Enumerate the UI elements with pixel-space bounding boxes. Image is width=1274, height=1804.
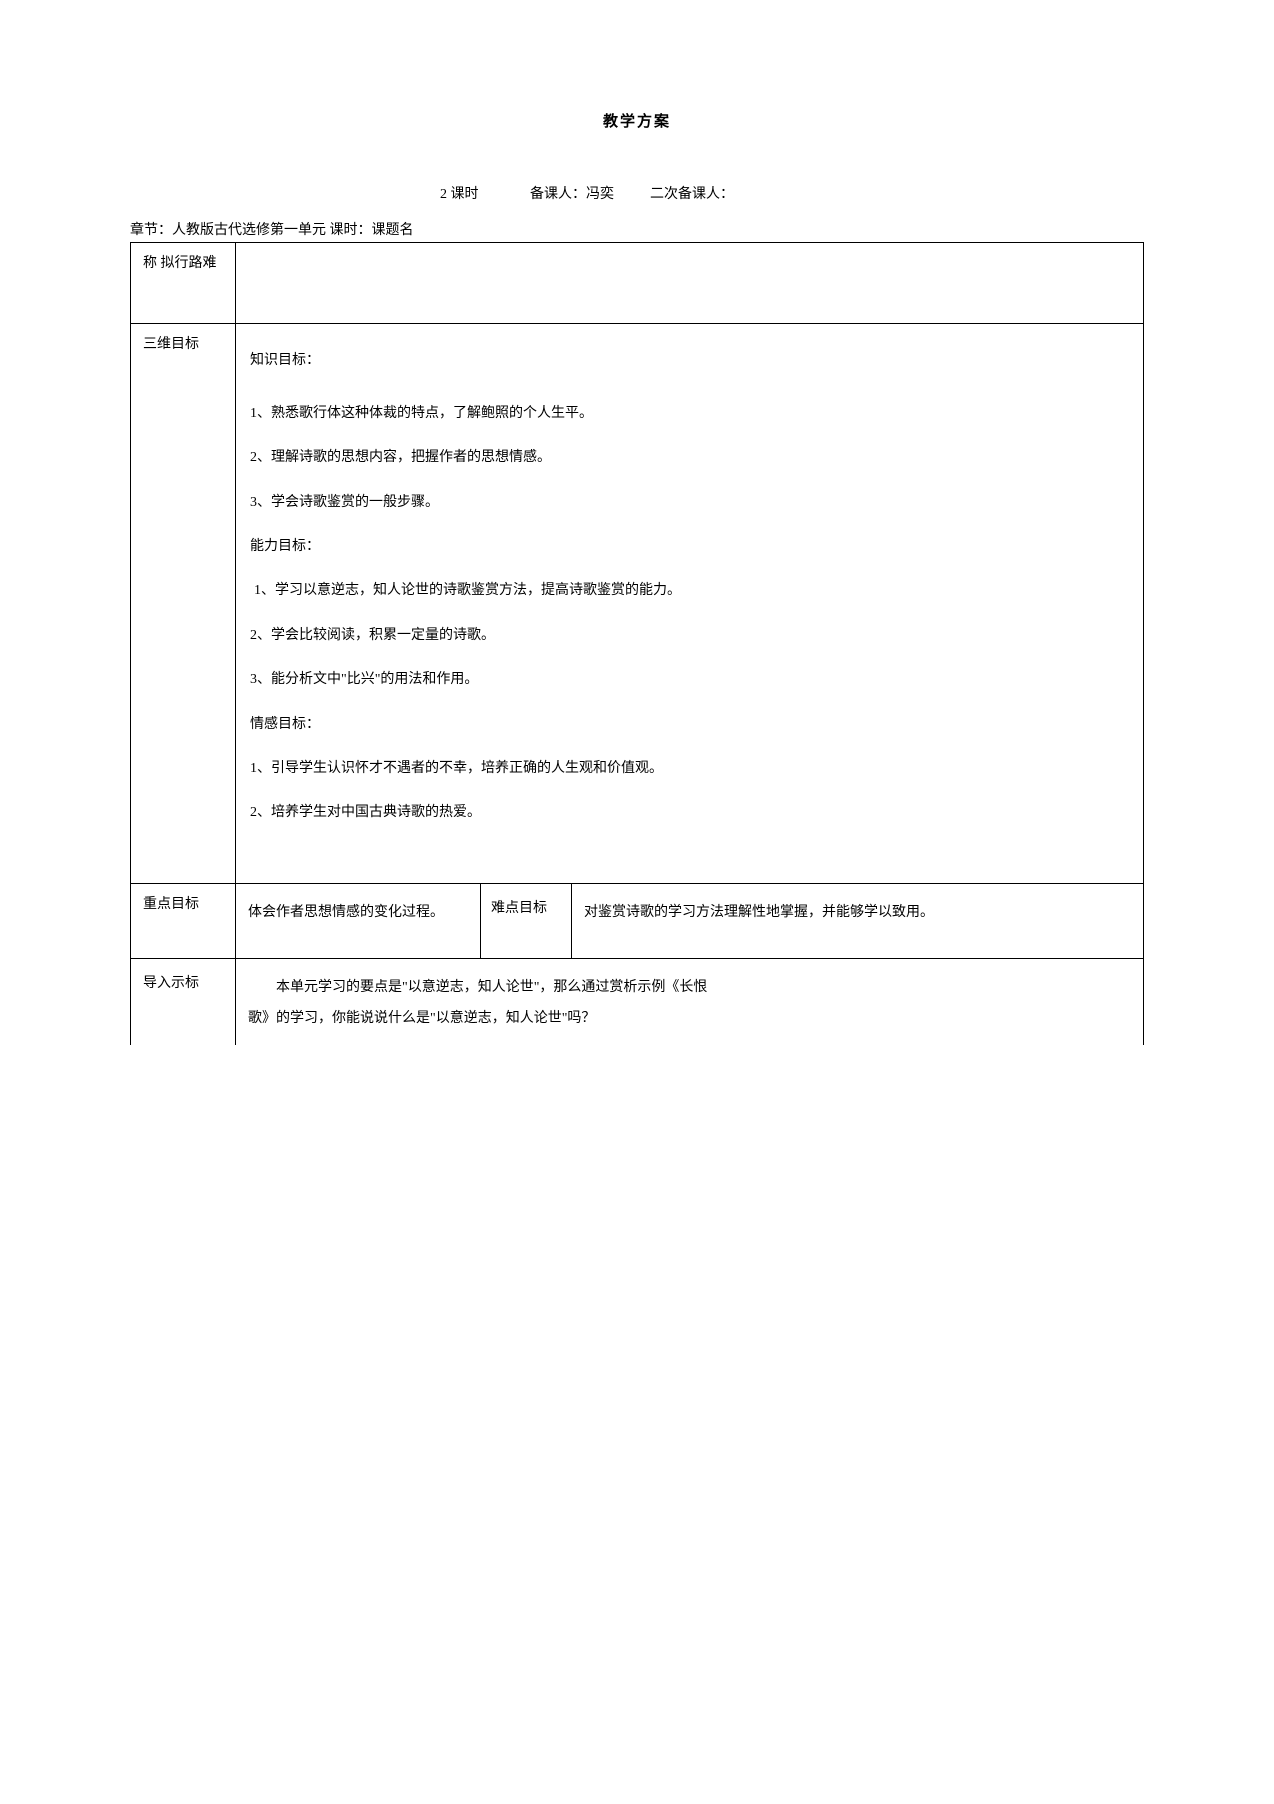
chapter-line: 章节：人教版古代选修第一单元 课时：课题名	[130, 220, 1144, 242]
page: 教学方案 2 课时 备课人：冯奕 二次备课人： 章节：人教版古代选修第一单元 课…	[0, 0, 1274, 1804]
row-title: 称 拟行路难	[131, 243, 1144, 324]
row-daoru-content: 本单元学习的要点是"以意逆志，知人论世"，那么通过赏析示例《长恨 歌》的学习，你…	[236, 959, 1144, 1045]
nengli-item-3: 3、能分析文中"比兴"的用法和作用。	[250, 669, 1129, 691]
qinggan-header: 情感目标：	[250, 714, 1129, 736]
qinggan-item-2: 2、培养学生对中国古典诗歌的热爱。	[250, 802, 1129, 824]
daoru-line1: 本单元学习的要点是"以意逆志，知人论世"，那么通过赏析示例《长恨	[248, 973, 1131, 1004]
row-title-label: 称 拟行路难	[131, 243, 236, 324]
zhishi-item-3: 3、学会诗歌鉴赏的一般步骤。	[250, 492, 1129, 514]
row-zhongdian-content: 体会作者思想情感的变化过程。	[236, 883, 481, 959]
row-zhongdian-label: 重点目标	[131, 883, 236, 959]
lesson-plan-table: 称 拟行路难 三维目标 知识目标： 1、熟悉歌行体这种体裁的特点，了解鲍照的个人…	[130, 242, 1144, 1045]
zhishi-header: 知识目标：	[250, 350, 1129, 372]
daoru-line2: 歌》的学习，你能说说什么是"以意逆志，知人论世"吗？	[248, 1004, 1131, 1035]
row-daoru-label: 导入示标	[131, 959, 236, 1045]
row-daoru: 导入示标 本单元学习的要点是"以意逆志，知人论世"，那么通过赏析示例《长恨 歌》…	[131, 959, 1144, 1045]
nengli-item-1: 1、学习以意逆志，知人论世的诗歌鉴赏方法，提高诗歌鉴赏的能力。	[254, 580, 1129, 602]
meta-author: 备课人：冯奕	[530, 184, 614, 206]
row-nandian-content: 对鉴赏诗歌的学习方法理解性地掌握，并能够学以致用。	[572, 883, 1144, 959]
zhishi-item-1: 1、熟悉歌行体这种体裁的特点，了解鲍照的个人生平。	[250, 403, 1129, 425]
nengli-item-2: 2、学会比较阅读，积累一定量的诗歌。	[250, 625, 1129, 647]
row-zhongdian: 重点目标 体会作者思想情感的变化过程。 难点目标 对鉴赏诗歌的学习方法理解性地掌…	[131, 883, 1144, 959]
row-sanwei-content: 知识目标： 1、熟悉歌行体这种体裁的特点，了解鲍照的个人生平。 2、理解诗歌的思…	[236, 324, 1144, 883]
meta-second-author: 二次备课人：	[650, 184, 734, 206]
row-nandian-label: 难点目标	[481, 883, 572, 959]
row-sanwei-label: 三维目标	[131, 324, 236, 883]
nengli-header: 能力目标：	[250, 536, 1129, 558]
row-sanwei: 三维目标 知识目标： 1、熟悉歌行体这种体裁的特点，了解鲍照的个人生平。 2、理…	[131, 324, 1144, 883]
row-title-content	[236, 243, 1144, 324]
zhishi-item-2: 2、理解诗歌的思想内容，把握作者的思想情感。	[250, 447, 1129, 469]
meta-row: 2 课时 备课人：冯奕 二次备课人：	[130, 184, 1144, 214]
meta-hours: 2 课时	[440, 184, 479, 206]
doc-title: 教学方案	[130, 110, 1144, 134]
qinggan-item-1: 1、引导学生认识怀才不遇者的不幸，培养正确的人生观和价值观。	[250, 758, 1129, 780]
